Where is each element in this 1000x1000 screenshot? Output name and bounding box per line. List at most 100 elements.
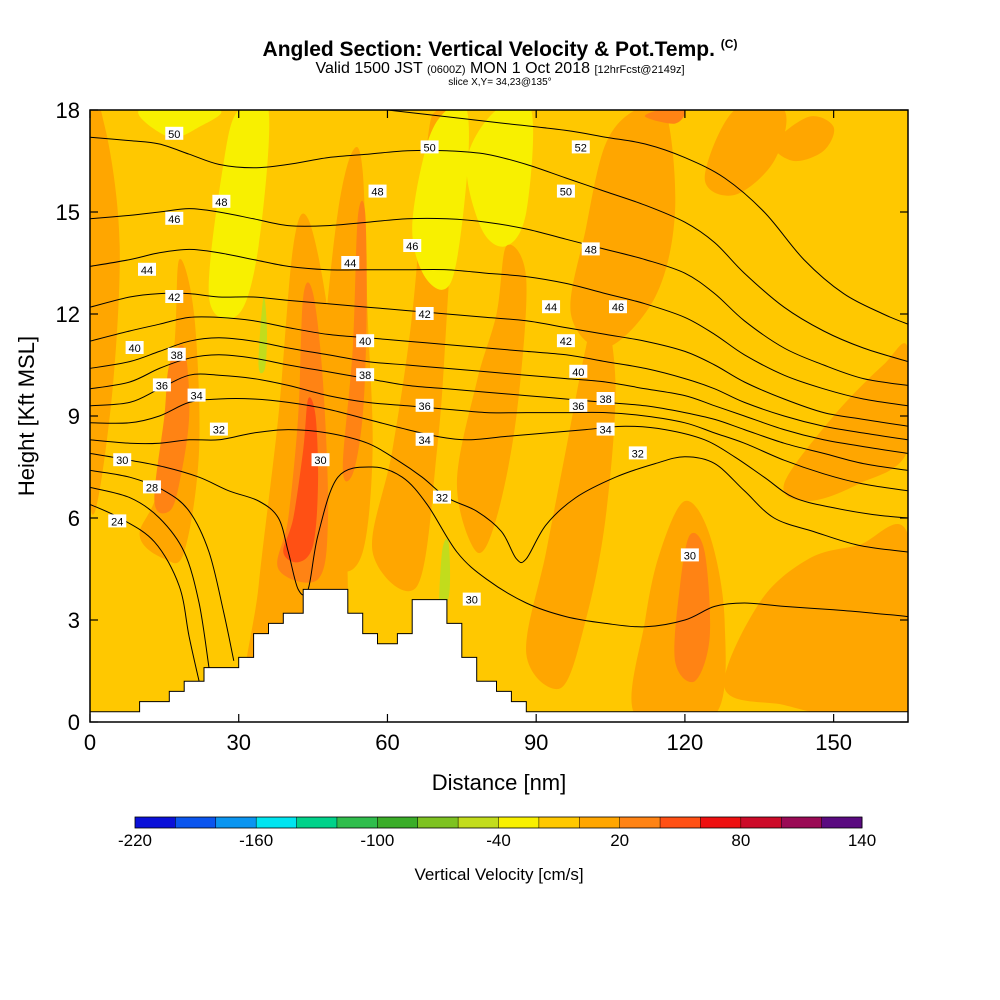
velocity-region-7 [283, 397, 319, 563]
contour-label-box [165, 126, 184, 140]
colorbar-swatch [538, 817, 580, 828]
velocity-region-13 [258, 296, 268, 374]
contour-label-box [341, 256, 360, 269]
contour-label: 46 [168, 214, 180, 226]
contour-label: 32 [213, 425, 225, 437]
velocity-region-6 [342, 200, 367, 482]
contour-label: 52 [575, 142, 587, 154]
colorbar-swatch [579, 817, 621, 828]
contour-label-box [152, 378, 171, 392]
contour-label: 38 [359, 370, 371, 382]
contour-label-box [432, 490, 451, 504]
contour-label-box [569, 398, 588, 412]
contour-36 [90, 373, 908, 492]
contour-label-box [556, 334, 575, 348]
contour-label-box [187, 388, 206, 402]
contour-label: 34 [599, 425, 611, 437]
contour-label: 50 [168, 129, 180, 141]
contour-label-box [420, 140, 439, 154]
contour-label-box [542, 300, 561, 314]
valid-time-prefix: Valid 1500 JST [315, 60, 423, 77]
velocity-region-10 [466, 110, 534, 247]
colorbar-swatch [740, 817, 782, 828]
contour-label: 34 [419, 435, 431, 447]
potential-temperature-contours [90, 110, 908, 682]
contour-label: 44 [344, 258, 356, 270]
terrain-shape [89, 588, 909, 723]
contour-label: 32 [436, 493, 448, 505]
x-tick-label: 90 [524, 730, 548, 755]
x-tick-label: 0 [84, 730, 96, 755]
contour-label-box [167, 347, 186, 361]
y-tick-label: 0 [68, 710, 80, 735]
contour-label-box [209, 422, 228, 436]
colorbar-swatch [700, 817, 742, 828]
contour-label: 50 [423, 142, 435, 154]
contour-label: 30 [116, 455, 128, 467]
contour-label: 34 [190, 391, 202, 403]
contour-34 [90, 398, 908, 519]
velocity-region-12 [138, 110, 222, 138]
colorbar-swatch [498, 817, 540, 828]
contour-48 [90, 208, 908, 386]
y-tick-label: 12 [56, 302, 80, 327]
x-tick-label: 120 [667, 730, 704, 755]
colorbar-swatch [660, 817, 701, 828]
colorbar-swatch [377, 817, 419, 828]
colorbar-swatch [256, 817, 298, 828]
contour-42 [90, 316, 908, 441]
colorbar-tick-label: -160 [239, 831, 273, 850]
contour-label: 38 [599, 394, 611, 406]
chart-title-text: Angled Section: Vertical Velocity & Pot.… [262, 38, 715, 61]
contour-30 [90, 452, 908, 628]
contour-38 [90, 354, 908, 471]
velocity-region-16 [526, 296, 616, 690]
y-axis-label: Height [Kft MSL] [14, 336, 39, 496]
contour-label: 50 [560, 187, 572, 199]
colorbar-swatch [215, 817, 257, 828]
contour-50 [90, 136, 908, 363]
colorbar-swatch [336, 817, 378, 828]
y-tick-label: 6 [68, 506, 80, 531]
velocity-region-21 [724, 523, 908, 722]
contour-label: 44 [545, 302, 557, 314]
x-axis-label: Distance [nm] [432, 770, 567, 795]
contour-label: 46 [612, 302, 624, 314]
y-tick-label: 18 [56, 98, 80, 123]
contour-label: 30 [466, 595, 478, 607]
contour-label: 46 [406, 241, 418, 253]
colorbar-tick-label: 20 [610, 831, 629, 850]
x-tick-label: 30 [226, 730, 250, 755]
contour-label-box [628, 446, 647, 460]
contour-52 [387, 110, 908, 325]
contour-label: 44 [141, 265, 153, 277]
contour-label: 42 [560, 336, 572, 348]
velocity-region-19 [674, 532, 711, 683]
contour-label-box [680, 548, 699, 562]
y-tick-label: 3 [68, 608, 80, 633]
contour-label: 42 [168, 292, 180, 304]
contour-label-box [125, 341, 144, 354]
contour-label: 24 [111, 516, 123, 528]
contour-label-box [596, 422, 615, 436]
contour-40 [90, 337, 908, 454]
colorbar-swatch [619, 817, 661, 828]
velocity-region-14 [439, 538, 451, 615]
contour-label: 32 [632, 448, 644, 460]
y-tick-label: 15 [56, 200, 80, 225]
colorbar-swatch [781, 817, 823, 828]
forecast-info: [12hrFcst@2149z] [594, 64, 685, 76]
y-tick-label: 9 [68, 404, 80, 429]
contour-46 [90, 248, 908, 407]
contour-label-box [138, 262, 157, 276]
colorbar-swatch [417, 817, 459, 828]
velocity-region-17 [570, 110, 676, 349]
chart-title: Angled Section: Vertical Velocity & Pot.… [0, 37, 1000, 62]
contour-label: 40 [359, 336, 371, 348]
colorbar-swatch [135, 817, 176, 828]
valid-time-line: Valid 1500 JST (0600Z) MON 1 Oct 2018 [1… [0, 60, 1000, 78]
colorbar-swatch [175, 817, 217, 828]
contour-26 [90, 486, 210, 668]
velocity-region-11 [208, 110, 270, 320]
